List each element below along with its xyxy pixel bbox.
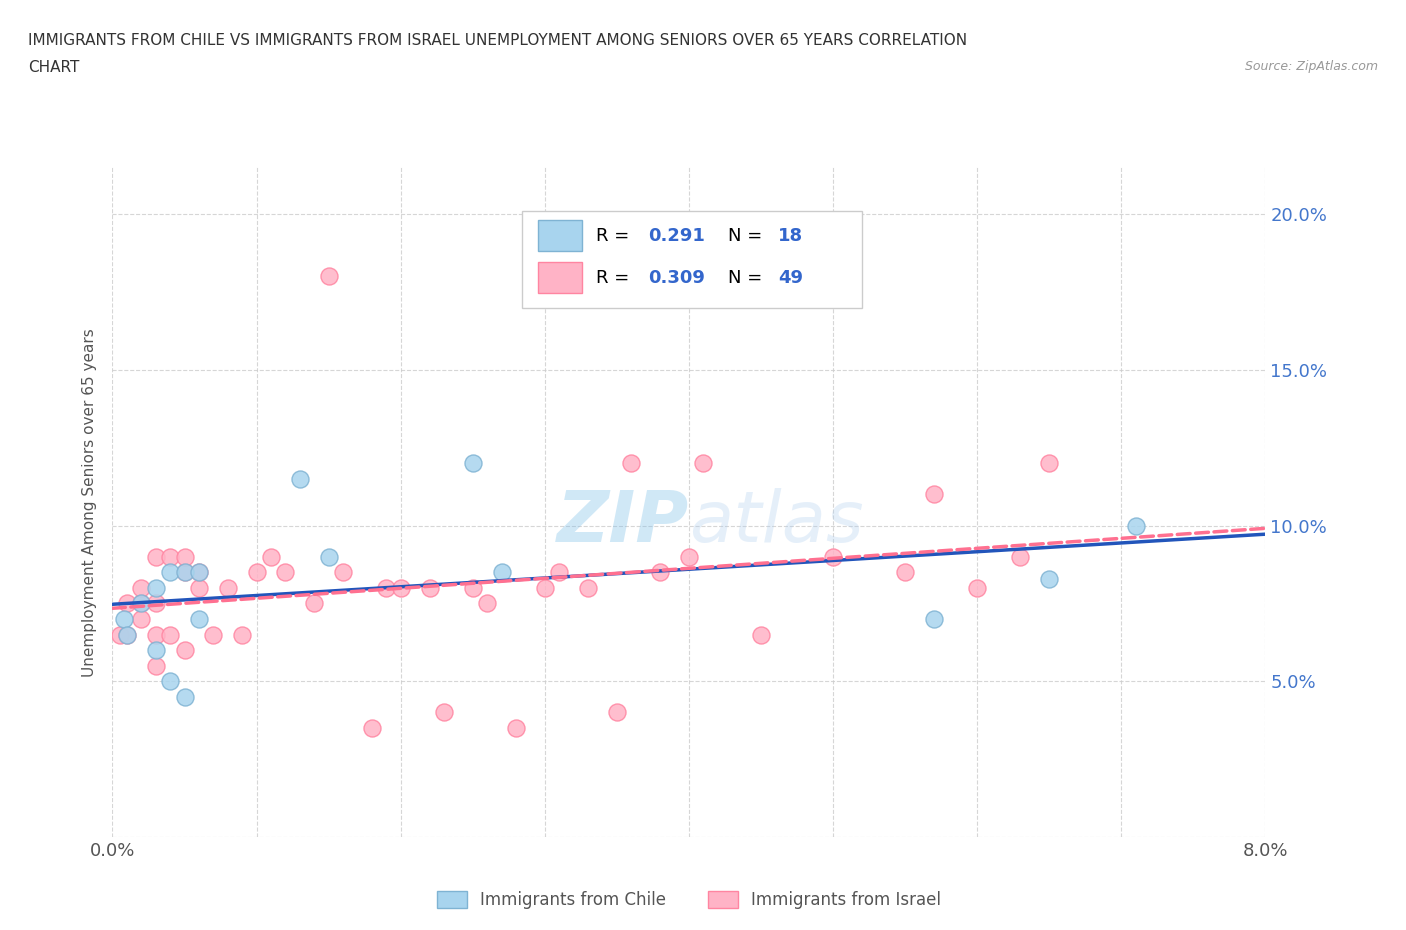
- Point: [821, 550, 844, 565]
- Point: [173, 689, 195, 704]
- Point: [129, 612, 153, 627]
- Point: [533, 580, 555, 595]
- Point: [145, 596, 167, 611]
- Point: [112, 612, 135, 627]
- Point: [173, 643, 195, 658]
- Point: [115, 596, 138, 611]
- Point: [145, 550, 167, 565]
- Point: [678, 550, 700, 565]
- Point: [461, 580, 484, 595]
- Point: [108, 627, 131, 642]
- Point: [274, 565, 297, 579]
- Point: [145, 580, 167, 595]
- Point: [606, 705, 628, 720]
- Point: [692, 456, 714, 471]
- Point: [260, 550, 283, 565]
- Text: R =: R =: [596, 269, 634, 286]
- Point: [304, 596, 326, 611]
- Text: N =: N =: [728, 227, 768, 245]
- Text: Source: ZipAtlas.com: Source: ZipAtlas.com: [1244, 60, 1378, 73]
- Point: [159, 627, 181, 642]
- Point: [389, 580, 412, 595]
- Point: [894, 565, 917, 579]
- Point: [188, 580, 211, 595]
- Point: [245, 565, 267, 579]
- Point: [129, 596, 153, 611]
- Y-axis label: Unemployment Among Seniors over 65 years: Unemployment Among Seniors over 65 years: [82, 328, 97, 677]
- Point: [1038, 456, 1060, 471]
- Point: [145, 658, 167, 673]
- Text: ZIP: ZIP: [557, 488, 689, 557]
- Point: [202, 627, 225, 642]
- Point: [129, 596, 153, 611]
- Point: [491, 565, 513, 579]
- FancyBboxPatch shape: [522, 211, 862, 308]
- Text: CHART: CHART: [28, 60, 80, 75]
- Point: [1038, 571, 1060, 586]
- Text: N =: N =: [728, 269, 768, 286]
- Legend: Immigrants from Chile, Immigrants from Israel: Immigrants from Chile, Immigrants from I…: [430, 884, 948, 916]
- Point: [145, 627, 167, 642]
- Point: [173, 565, 195, 579]
- Point: [288, 472, 311, 486]
- Point: [648, 565, 672, 579]
- Point: [475, 596, 498, 611]
- Point: [318, 550, 340, 565]
- Point: [966, 580, 988, 595]
- Point: [318, 269, 340, 284]
- Text: 0.291: 0.291: [648, 227, 706, 245]
- Point: [749, 627, 772, 642]
- Point: [188, 565, 211, 579]
- Point: [419, 580, 441, 595]
- FancyBboxPatch shape: [538, 220, 582, 251]
- Point: [1010, 550, 1032, 565]
- Point: [548, 565, 571, 579]
- Point: [461, 456, 484, 471]
- Point: [173, 565, 195, 579]
- Text: 49: 49: [778, 269, 803, 286]
- Point: [231, 627, 253, 642]
- Text: 18: 18: [778, 227, 803, 245]
- Point: [145, 643, 167, 658]
- Point: [576, 580, 599, 595]
- Point: [159, 565, 181, 579]
- Point: [922, 487, 945, 502]
- Text: IMMIGRANTS FROM CHILE VS IMMIGRANTS FROM ISRAEL UNEMPLOYMENT AMONG SENIORS OVER : IMMIGRANTS FROM CHILE VS IMMIGRANTS FROM…: [28, 33, 967, 47]
- Point: [115, 627, 138, 642]
- Point: [159, 550, 181, 565]
- Text: 0.309: 0.309: [648, 269, 706, 286]
- Point: [332, 565, 354, 579]
- Text: R =: R =: [596, 227, 634, 245]
- Point: [505, 721, 527, 736]
- Point: [188, 612, 211, 627]
- Point: [375, 580, 398, 595]
- Point: [922, 612, 945, 627]
- Point: [1125, 518, 1147, 533]
- Point: [360, 721, 382, 736]
- Point: [188, 565, 211, 579]
- Point: [620, 456, 643, 471]
- Point: [433, 705, 456, 720]
- Point: [217, 580, 239, 595]
- Point: [129, 580, 153, 595]
- Point: [115, 627, 138, 642]
- Point: [173, 550, 195, 565]
- Text: atlas: atlas: [689, 488, 863, 557]
- Point: [159, 674, 181, 689]
- FancyBboxPatch shape: [538, 262, 582, 293]
